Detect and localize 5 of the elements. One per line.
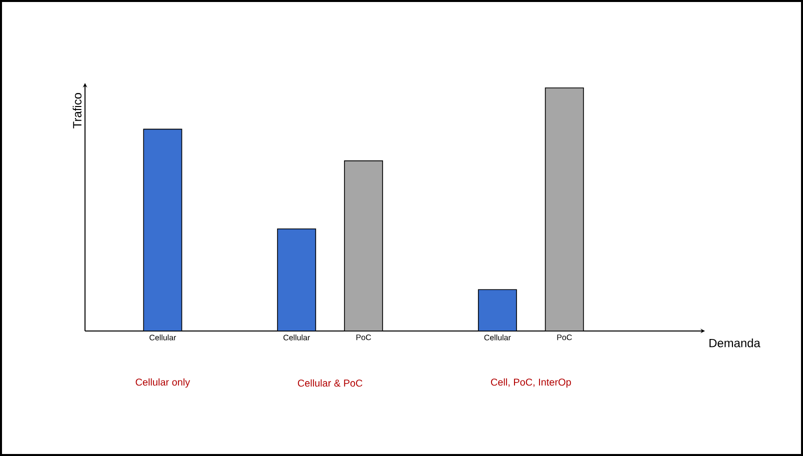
y-axis-title: Trafico	[72, 93, 82, 128]
text: Cellular & PoC	[298, 379, 362, 387]
text: Demanda	[710, 338, 760, 348]
text: Cell, PoC, InterOp	[491, 378, 571, 388]
text: Cellular only	[136, 378, 190, 388]
